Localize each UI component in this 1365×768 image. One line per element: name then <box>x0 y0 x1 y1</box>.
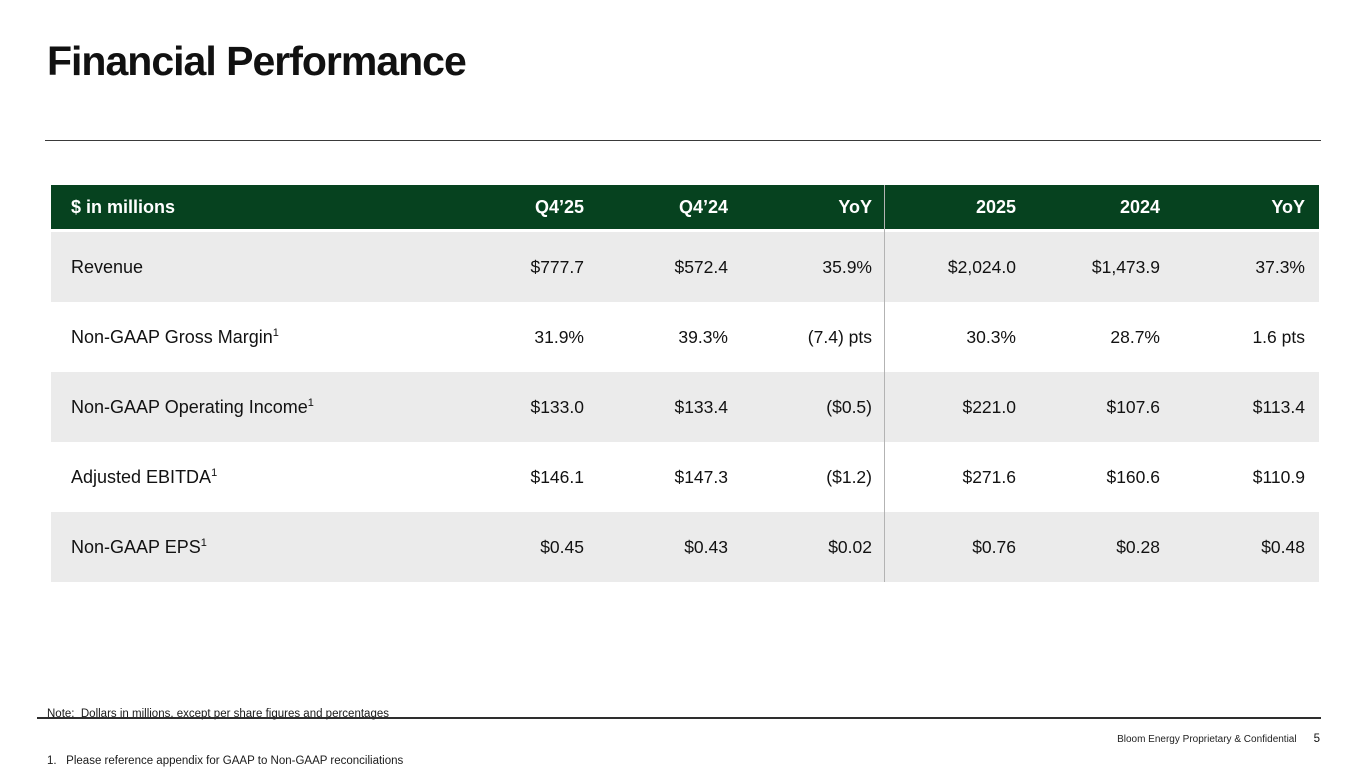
row-value-cell: $107.6 <box>1106 396 1160 417</box>
row-value-cell: 28.7% <box>1110 326 1160 347</box>
row-value-cell: $133.0 <box>530 396 584 417</box>
financial-table: $ in millions Q4’25 Q4’24 YoY 2025 2024 … <box>51 185 1319 582</box>
table-row: Non-GAAP Operating Income1 $133.0 $133.4 ($… <box>51 372 1319 442</box>
row-metric-label: Non-GAAP Gross Margin1 <box>71 326 279 347</box>
row-value-cell: $1,473.9 <box>1091 256 1160 277</box>
table-row: Non-GAAP Gross Margin1 31.9% 39.3% (7.4) pt… <box>51 302 1319 372</box>
row-value-cell: $572.4 <box>674 256 728 277</box>
row-value-cell: $133.4 <box>674 396 728 417</box>
title-divider <box>45 140 1321 141</box>
row-value-cell: $147.3 <box>674 466 728 487</box>
row-value-cell: $110.9 <box>1252 466 1305 487</box>
table-header-row: $ in millions Q4’25 Q4’24 YoY 2025 2024 … <box>51 185 1319 229</box>
footnote-marker: 1 <box>307 396 314 409</box>
table-header-q425: Q4’25 <box>534 196 584 217</box>
table-header-yoy-quarter: YoY <box>838 196 872 217</box>
row-value-cell: $146.1 <box>530 466 584 487</box>
table-row: Adjusted EBITDA1 $146.1 $147.3 ($1.2) $271.6… <box>51 442 1319 512</box>
row-value-cell: $0.43 <box>684 536 728 557</box>
row-value-cell: $777.7 <box>530 256 584 277</box>
row-metric-label: Adjusted EBITDA1 <box>71 466 218 487</box>
footnote-marker: 1 <box>200 536 207 549</box>
table-row: Revenue $777.7 $572.4 35.9% $2,024.0 $1,473.9… <box>51 232 1319 302</box>
row-metric-label: Non-GAAP Operating Income1 <box>71 396 314 417</box>
footnote-marker: 1 <box>211 466 218 479</box>
table-row: Non-GAAP EPS1 $0.45 $0.43 $0.02 $0.76 $0.28 $0… <box>51 512 1319 582</box>
table-header-yoy-annual: YoY <box>1271 196 1305 217</box>
row-value-cell: $0.76 <box>972 536 1016 557</box>
footnote-line: 1. Please reference appendix for GAAP to… <box>47 754 404 767</box>
footer-divider <box>37 717 1321 719</box>
row-value-cell: ($1.2) <box>826 466 872 487</box>
row-value-cell: $2,024.0 <box>947 256 1016 277</box>
page-title: Financial Performance <box>47 38 467 84</box>
row-value-cell: 37.3% <box>1255 256 1305 277</box>
row-value-cell: 39.3% <box>678 326 728 347</box>
confidentiality-label: Bloom Energy Proprietary & Confidential <box>1117 734 1297 745</box>
footnotes: Note: Dollars in millions, except per sh… <box>47 676 403 768</box>
row-value-cell: 31.9% <box>534 326 584 347</box>
row-value-cell: $0.02 <box>828 536 872 557</box>
row-value-cell: $113.4 <box>1252 396 1305 417</box>
row-value-cell: (7.4) pts <box>807 326 872 347</box>
row-value-cell: $0.28 <box>1116 536 1160 557</box>
row-value-cell: ($0.5) <box>826 396 872 417</box>
row-value-cell: 35.9% <box>822 256 872 277</box>
table-header-label: $ in millions <box>71 196 176 217</box>
column-group-divider <box>884 185 885 582</box>
row-value-cell: $160.6 <box>1106 466 1160 487</box>
row-metric-label: Revenue <box>71 256 144 277</box>
table-header-2024: 2024 <box>1119 196 1160 217</box>
row-value-cell: $221.0 <box>962 396 1016 417</box>
table-header-2025: 2025 <box>975 196 1016 217</box>
row-value-cell: 30.3% <box>966 326 1016 347</box>
table-header-q424: Q4’24 <box>678 196 728 217</box>
table-body: Revenue $777.7 $572.4 35.9% $2,024.0 $1,473.9… <box>51 229 1319 582</box>
row-value-cell: $0.48 <box>1261 536 1305 557</box>
footnote-marker: 1 <box>272 326 279 339</box>
row-value-cell: 1.6 pts <box>1252 326 1305 347</box>
footnote-line: Note: Dollars in millions, except per sh… <box>47 708 389 720</box>
row-value-cell: $271.6 <box>962 466 1016 487</box>
row-value-cell: $0.45 <box>540 536 584 557</box>
row-metric-label: Non-GAAP EPS1 <box>71 536 207 557</box>
footer: Bloom Energy Proprietary & Confidential … <box>1117 733 1320 745</box>
page-number: 5 <box>1313 733 1320 745</box>
